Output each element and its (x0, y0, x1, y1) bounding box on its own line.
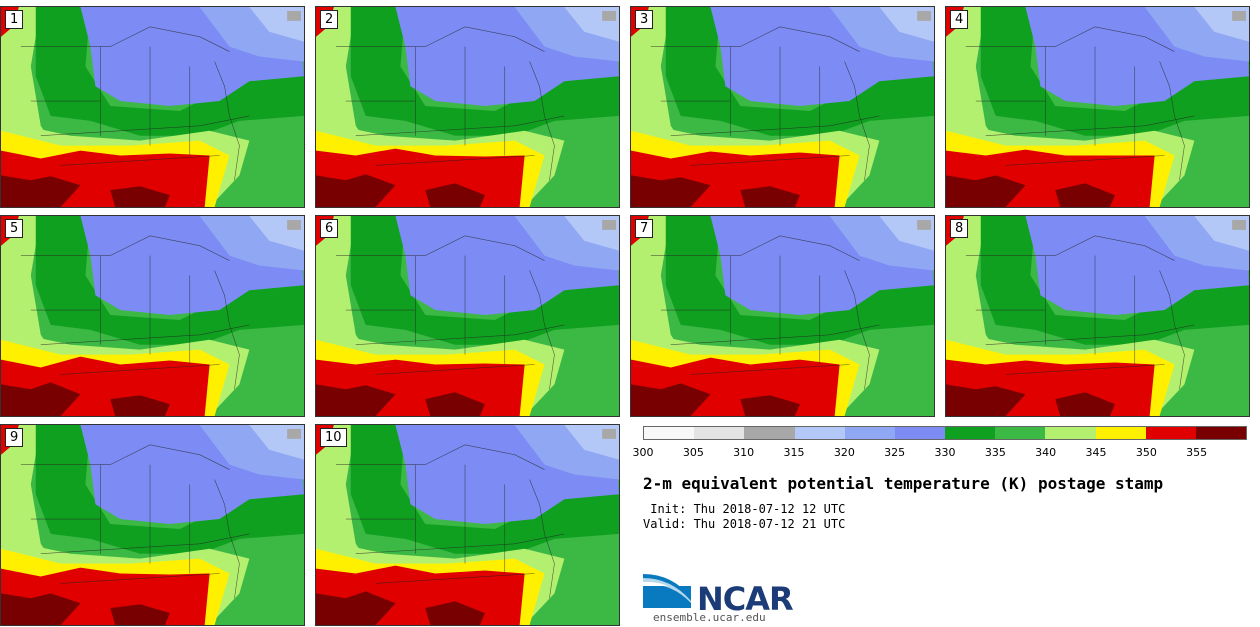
color-legend-bar (643, 426, 1247, 440)
member-number-label: 5 (5, 219, 24, 238)
ensemble-member-panel: 3 (630, 6, 935, 208)
legend-tick-label: 345 (1085, 446, 1107, 459)
legend-swatch (744, 427, 795, 439)
member-map (631, 7, 934, 207)
legend-swatch (644, 427, 695, 439)
member-number-label: 7 (635, 219, 654, 238)
legend-swatch (1045, 427, 1096, 439)
legend-swatch (894, 427, 946, 439)
legend-tick-label: 355 (1186, 446, 1208, 459)
legend-tick-label: 310 (733, 446, 755, 459)
legend-swatch (794, 427, 845, 439)
member-number-label: 9 (5, 428, 24, 447)
member-number-label: 8 (950, 219, 969, 238)
legend-tick-label: 330 (934, 446, 956, 459)
member-map (946, 7, 1249, 207)
ensemble-member-panel: 6 (315, 215, 620, 417)
member-number-label: 10 (320, 428, 347, 447)
ensemble-member-panel: 5 (0, 215, 305, 417)
legend-swatch (1145, 427, 1196, 439)
ncar-wordmark: NCAR (697, 580, 794, 618)
ensemble-member-panel: 7 (630, 215, 935, 417)
ensemble-member-panel: 8 (945, 215, 1250, 417)
member-number-label: 6 (320, 219, 339, 238)
member-map (316, 7, 619, 207)
valid-time: Valid: Thu 2018-07-12 21 UTC (643, 517, 846, 531)
legend-tick-label: 340 (1035, 446, 1057, 459)
legend-swatch (694, 427, 745, 439)
legend-swatch (844, 427, 895, 439)
ensemble-member-panel: 10 (315, 424, 620, 626)
legend-swatch (945, 427, 996, 439)
init-time: Init: Thu 2018-07-12 12 UTC (643, 502, 846, 516)
ensemble-member-panel: 1 (0, 6, 305, 208)
legend-swatch (1095, 427, 1146, 439)
member-map (946, 216, 1249, 416)
legend-tick-label: 300 (632, 446, 654, 459)
figure-title: 2-m equivalent potential temperature (K)… (643, 474, 1164, 493)
legend-swatch (1195, 427, 1247, 439)
member-number-label: 3 (635, 10, 654, 29)
legend-tick-label: 335 (984, 446, 1006, 459)
member-map (1, 425, 304, 625)
ncar-logo-icon (643, 574, 691, 608)
legend-tick-label: 350 (1135, 446, 1157, 459)
legend-tick-label: 305 (682, 446, 704, 459)
member-map (1, 7, 304, 207)
member-map (316, 425, 619, 625)
ncar-url: ensemble.ucar.edu (653, 611, 766, 624)
member-number-label: 1 (5, 10, 24, 29)
member-map (316, 216, 619, 416)
ensemble-member-panel: 4 (945, 6, 1250, 208)
member-map (631, 216, 934, 416)
legend-tick-label: 315 (783, 446, 805, 459)
legend-swatch (995, 427, 1046, 439)
member-number-label: 4 (950, 10, 969, 29)
ensemble-member-panel: 9 (0, 424, 305, 626)
legend-tick-label: 325 (884, 446, 906, 459)
ensemble-member-panel: 2 (315, 6, 620, 208)
legend-tick-label: 320 (833, 446, 855, 459)
member-map (1, 216, 304, 416)
member-number-label: 2 (320, 10, 339, 29)
